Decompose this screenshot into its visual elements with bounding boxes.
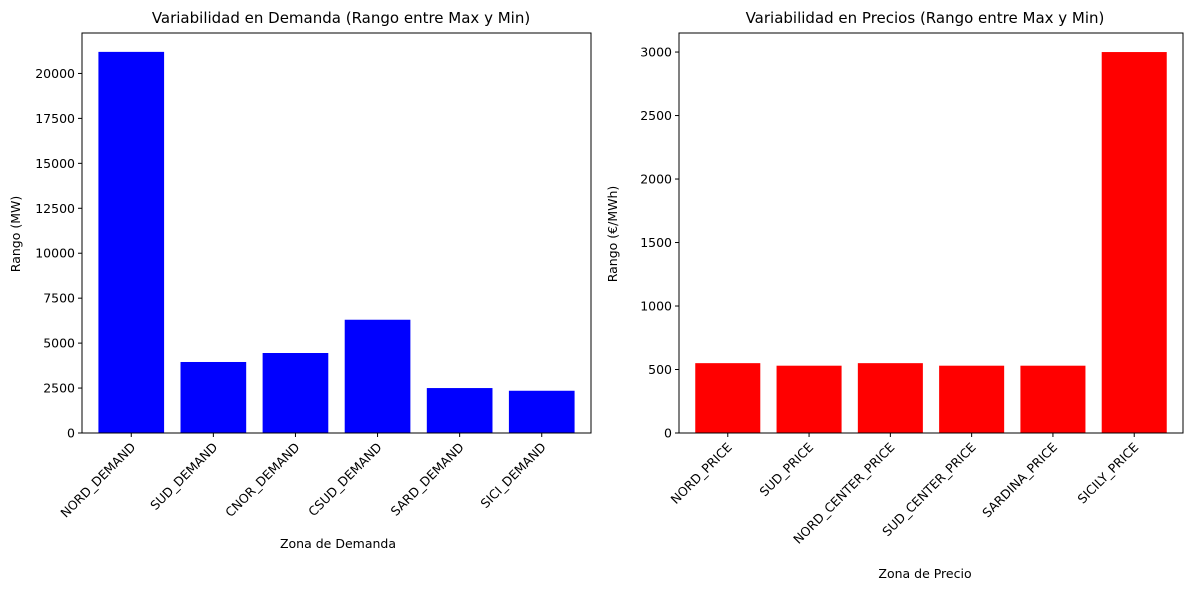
price-x-tick-label: SARDINA_PRICE — [979, 439, 1060, 520]
demand-x-tick-label: SICI_DEMAND — [477, 440, 549, 512]
price-plot-frame — [678, 32, 1184, 434]
price-chart-title: Variabilidad en Precios (Rango entre Max… — [746, 9, 1105, 27]
demand-y-tick-label: 10000 — [35, 246, 75, 261]
demand-chart-xlabel: Zona de Demanda — [280, 536, 396, 551]
demand-chart-ylabel: Rango (MW) — [8, 196, 23, 272]
demand-x-tick-label: SUD_DEMAND — [147, 440, 220, 513]
price-chart: Variabilidad en Precios (Rango entre Max… — [605, 9, 1184, 581]
price-y-tick-label: 1000 — [640, 299, 672, 314]
demand-chart: Variabilidad en Demanda (Rango entre Max… — [8, 9, 592, 551]
demand-plot-frame — [81, 32, 592, 434]
demand-y-axis-ticks: 0 2500 5000 7500 10000 12500 15000 17500 20000 — [35, 66, 82, 441]
demand-x-axis-ticks: NORD_DEMAND SUD_DEMAND CNOR_DEMAND CSUD_DEM… — [57, 433, 549, 521]
demand-y-tick-label: 15000 — [35, 156, 75, 171]
price-bars — [695, 52, 1167, 434]
price-x-axis-ticks: NORD_PRICE SUD_PRICENORD_CENTER_PRICESUD_… — [668, 433, 1141, 547]
demand-x-tick-label: CNOR_DEMAND — [222, 440, 302, 520]
price-y-tick-label: 3000 — [640, 45, 672, 60]
price-bar-nord_price — [695, 363, 761, 433]
demand-y-tick-label: 12500 — [35, 201, 75, 216]
demand-y-tick-label: 0 — [67, 426, 75, 441]
price-y-tick-label: 500 — [648, 362, 672, 377]
price-bar-sud_price — [776, 365, 842, 433]
price-chart-xlabel: Zona de Precio — [878, 566, 971, 581]
price-bar-sardina_price — [1020, 365, 1086, 433]
demand-bar-cnor_demand — [262, 353, 329, 433]
price-y-tick-label: 2000 — [640, 172, 672, 187]
price-y-tick-label: 1500 — [640, 235, 672, 250]
price-y-tick-label: 2500 — [640, 108, 672, 123]
demand-y-tick-label: 7500 — [43, 291, 75, 306]
demand-bar-sard_demand — [426, 388, 493, 433]
demand-y-tick-label: 20000 — [35, 66, 75, 81]
demand-y-tick-label: 17500 — [35, 111, 75, 126]
demand-y-tick-label: 5000 — [43, 336, 75, 351]
demand-chart-title: Variabilidad en Demanda (Rango entre Max… — [152, 9, 530, 27]
demand-y-tick-label: 2500 — [43, 381, 75, 396]
price-bar-sud_center_price — [939, 365, 1005, 433]
price-y-axis-ticks: 0 500 1000 1500 2000 2500 3000 — [640, 45, 679, 441]
demand-bar-sici_demand — [508, 390, 575, 433]
price-y-tick-label: 0 — [664, 426, 672, 441]
demand-bars — [98, 51, 575, 433]
price-bar-sicily_price — [1101, 52, 1167, 434]
demand-bar-nord_demand — [98, 51, 165, 433]
price-bar-nord_center_price — [857, 363, 923, 433]
demand-x-tick-label: NORD_DEMAND — [57, 440, 138, 521]
demand-x-tick-label: CSUD_DEMAND — [305, 440, 385, 520]
price-x-tick-label: NORD_PRICE — [668, 439, 735, 506]
price-x-tick-label: SUD_PRICE — [756, 439, 816, 499]
demand-bar-sud_demand — [180, 361, 247, 433]
demand-x-tick-label: SARD_DEMAND — [387, 440, 466, 519]
price-x-tick-label: SUD_CENTER_PRICE — [879, 439, 979, 539]
price-x-tick-label: SICILY_PRICE — [1074, 439, 1141, 506]
price-chart-ylabel: Rango (€/MWh) — [605, 186, 620, 283]
demand-bar-csud_demand — [344, 319, 411, 433]
